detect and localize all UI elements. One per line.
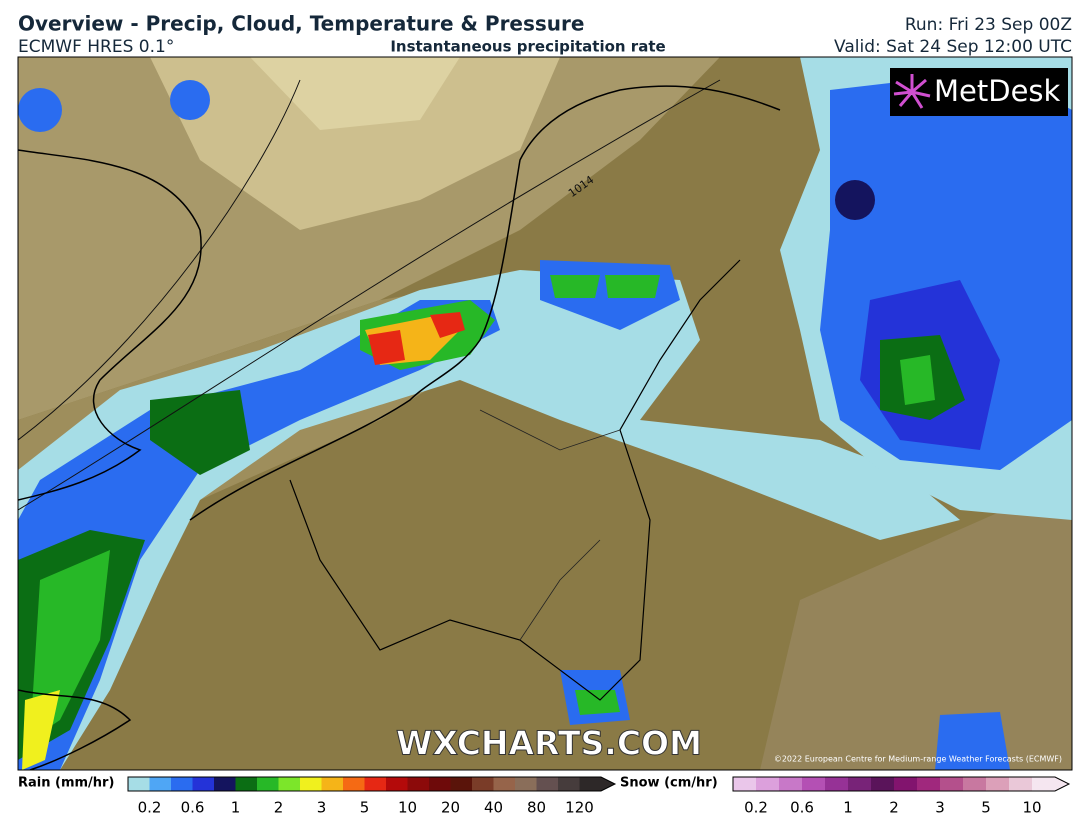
legends: 0.2 0.6 1 2 3 5 10 20 40 80 120 0.2 0.6 1 2 3 5 10 xyxy=(127,776,1071,817)
run-time: Run: Fri 23 Sep 00Z xyxy=(905,15,1072,35)
rain-area xyxy=(835,180,875,220)
cloud-area xyxy=(760,480,1072,770)
map-frame xyxy=(17,56,1073,771)
snow-outline xyxy=(732,776,1071,792)
border xyxy=(289,259,741,701)
rain-swatch xyxy=(128,777,150,791)
rain-swatch xyxy=(536,777,558,791)
rain-area xyxy=(935,712,1010,770)
rain-arrow xyxy=(601,777,615,791)
rain-swatch xyxy=(343,777,365,791)
rain-swatch xyxy=(493,777,515,791)
rain-area xyxy=(550,275,660,298)
snow-legend-label: Snow (cm/hr) xyxy=(620,776,718,791)
snow-swatch xyxy=(779,777,802,791)
rain-swatch xyxy=(450,777,472,791)
rain-swatch xyxy=(558,777,580,791)
rain-tick-label: 80 xyxy=(527,799,546,817)
coastline xyxy=(18,149,202,501)
snow-tick-label: 5 xyxy=(981,799,991,817)
rain-area xyxy=(18,88,62,132)
rain-tick-label: 40 xyxy=(484,799,503,817)
rain-swatch xyxy=(171,777,193,791)
rain-outline xyxy=(127,776,617,792)
snow-swatch xyxy=(986,777,1009,791)
rain-swatch xyxy=(192,777,214,791)
rain-swatch xyxy=(364,777,386,791)
rain-tick-label: 10 xyxy=(398,799,417,817)
snow-tick-label: 1 xyxy=(843,799,853,817)
rain-tick-label: 2 xyxy=(274,799,284,817)
snow-tick-label: 0.6 xyxy=(790,799,814,817)
rain-area xyxy=(22,690,60,770)
cloud-area xyxy=(250,57,460,130)
logo-box xyxy=(890,68,1068,116)
subtitle: Instantaneous precipitation rate xyxy=(390,38,665,56)
snow-swatch xyxy=(963,777,986,791)
snow-tick-label: 0.2 xyxy=(744,799,768,817)
snow-swatch xyxy=(825,777,848,791)
map: 1014 MetDesk WXCHARTS.COM ©2022 European… xyxy=(17,56,1073,771)
rain-swatch xyxy=(235,777,257,791)
isobar xyxy=(18,79,301,441)
rain-area xyxy=(368,330,405,365)
valid-time: Valid: Sat 24 Sep 12:00 UTC xyxy=(834,37,1072,57)
copyright: ©2022 European Centre for Medium-range W… xyxy=(774,755,1062,764)
snow-tick-label: 2 xyxy=(889,799,899,817)
rain-swatch xyxy=(472,777,494,791)
isobar xyxy=(18,79,721,511)
rain-area xyxy=(18,300,500,770)
model: ECMWF HRES 0.1° xyxy=(18,37,174,57)
rain-swatch xyxy=(579,777,601,791)
rain-tick-label: 20 xyxy=(441,799,460,817)
border xyxy=(479,409,621,641)
rain-swatch xyxy=(386,777,408,791)
rain-area xyxy=(900,355,935,405)
snow-swatch xyxy=(802,777,825,791)
cloud-area xyxy=(18,57,720,420)
logo-icon xyxy=(893,74,931,109)
snow-swatch xyxy=(894,777,917,791)
rain-swatch xyxy=(407,777,429,791)
snow-swatch xyxy=(1032,777,1055,791)
rain-tick-label: 5 xyxy=(360,799,370,817)
snow-swatch xyxy=(917,777,940,791)
rain-area xyxy=(575,690,620,715)
logo-text: MetDesk xyxy=(934,74,1061,108)
rain-tick-label: 1 xyxy=(231,799,241,817)
rain-tick-label: 120 xyxy=(565,799,594,817)
rain-swatch xyxy=(149,777,171,791)
snow-swatch xyxy=(848,777,871,791)
snow-arrow xyxy=(1055,777,1069,791)
rain-swatch xyxy=(300,777,322,791)
snow-tick-label: 3 xyxy=(935,799,945,817)
rain-swatch xyxy=(257,777,279,791)
coastline xyxy=(189,85,781,521)
snow-swatch xyxy=(871,777,894,791)
snow-swatch xyxy=(756,777,779,791)
rain-legend-label: Rain (mm/hr) xyxy=(18,776,114,791)
snow-tick-label: 10 xyxy=(1022,799,1041,817)
rain-tick-label: 0.2 xyxy=(138,799,162,817)
snow-swatch xyxy=(733,777,756,791)
title: Overview - Precip, Cloud, Temperature & … xyxy=(18,12,584,36)
rain-area xyxy=(30,550,110,740)
rain-area xyxy=(170,80,210,120)
rain-swatch xyxy=(278,777,300,791)
rain-tick-label: 3 xyxy=(317,799,327,817)
rain-swatch xyxy=(321,777,343,791)
snow-swatch xyxy=(940,777,963,791)
rain-swatch xyxy=(515,777,537,791)
rain-area xyxy=(430,312,465,338)
snow-swatch xyxy=(1009,777,1032,791)
cloud-area xyxy=(150,57,560,230)
rain-swatch xyxy=(214,777,236,791)
coastline xyxy=(18,689,132,770)
rain-tick-label: 0.6 xyxy=(181,799,205,817)
watermark: WXCHARTS.COM xyxy=(396,724,702,763)
rain-swatch xyxy=(429,777,451,791)
